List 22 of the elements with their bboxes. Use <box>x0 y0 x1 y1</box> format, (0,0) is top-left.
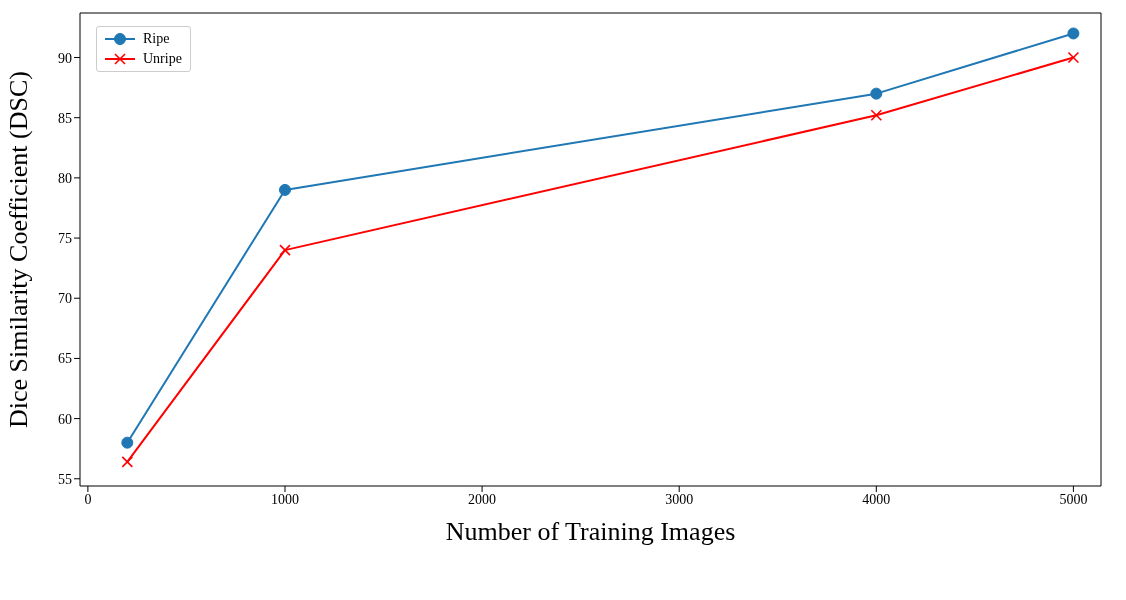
y-tick-label: 55 <box>58 471 72 487</box>
point <box>121 436 134 449</box>
y-tick-label: 80 <box>58 170 72 186</box>
y-tick-label: 65 <box>58 351 72 367</box>
x-tick-label: 2000 <box>468 491 497 507</box>
y-tick-label: 75 <box>58 231 72 247</box>
legend-label: Ripe <box>143 31 170 47</box>
y-tick-label: 60 <box>58 411 72 427</box>
y-tick-label: 85 <box>58 110 72 126</box>
x-tick-label: 4000 <box>862 491 891 507</box>
x-axis-title: Number of Training Images <box>445 517 736 546</box>
y-axis-title: Dice Similarity Coefficient (DSC) <box>4 71 34 428</box>
y-tick-label: 70 <box>58 291 72 307</box>
point <box>1067 27 1080 40</box>
legend-label: Unripe <box>143 51 182 67</box>
x-tick-label: 5000 <box>1059 491 1088 507</box>
point <box>870 87 883 100</box>
point <box>278 183 291 196</box>
x-tick-label: 1000 <box>270 491 299 507</box>
y-tick-label: 90 <box>58 50 72 66</box>
x-tick-label: 3000 <box>665 491 694 507</box>
x-tick-label: 0 <box>84 491 92 507</box>
